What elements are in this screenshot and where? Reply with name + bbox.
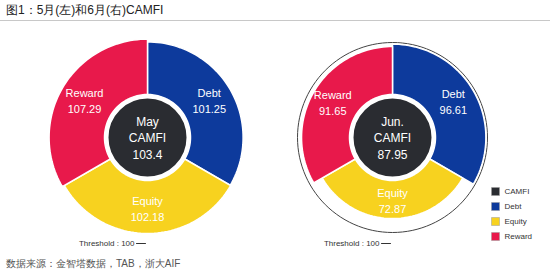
svg-text:CAMFI: CAMFI xyxy=(129,131,166,145)
svg-text:Equity: Equity xyxy=(132,195,163,207)
html-text:图1：5月(左)和6月(右)CAMFI: 图1：5月(左)和6月(右)CAMFI xyxy=(6,3,164,17)
svg-text:103.4: 103.4 xyxy=(132,148,162,162)
svg-text:Threshold : 100: Threshold : 100 xyxy=(79,239,135,248)
svg-text:CAMFI: CAMFI xyxy=(374,131,411,145)
svg-text:Debt: Debt xyxy=(198,87,221,99)
svg-text:Debt: Debt xyxy=(505,202,523,211)
svg-text:Reward: Reward xyxy=(66,87,104,99)
html-text:数据来源：金智塔数据，TAB，浙大AIF: 数据来源：金智塔数据，TAB，浙大AIF xyxy=(6,258,181,269)
svg-text:Equity: Equity xyxy=(377,187,408,199)
svg-text:Jun.: Jun. xyxy=(381,115,404,129)
svg-text:Threshold : 100: Threshold : 100 xyxy=(324,239,380,248)
svg-text:Equity: Equity xyxy=(505,217,527,226)
svg-text:96.61: 96.61 xyxy=(440,104,468,116)
svg-text:91.65: 91.65 xyxy=(319,105,347,117)
svg-text:72.87: 72.87 xyxy=(379,203,407,215)
svg-text:CAMFI: CAMFI xyxy=(505,187,530,196)
svg-text:107.29: 107.29 xyxy=(68,103,102,115)
svg-text:May: May xyxy=(136,115,159,129)
svg-text:Reward: Reward xyxy=(505,232,533,241)
svg-text:87.95: 87.95 xyxy=(377,148,407,162)
svg-text:101.25: 101.25 xyxy=(192,103,226,115)
svg-text:102.18: 102.18 xyxy=(131,211,165,223)
svg-text:Reward: Reward xyxy=(314,89,352,101)
svg-text:Debt: Debt xyxy=(442,88,465,100)
